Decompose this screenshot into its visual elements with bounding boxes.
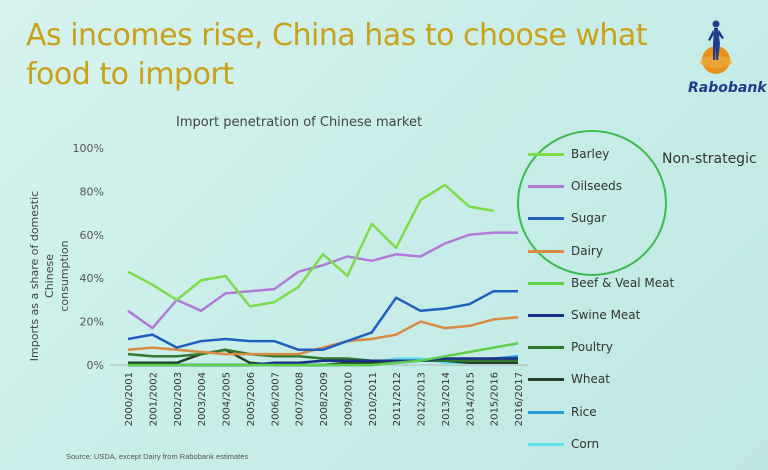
x-tick-label: 2008/2009 [319, 372, 330, 426]
x-tick-label: 2007/2008 [295, 372, 306, 426]
logo-text: Rabobank [688, 80, 767, 96]
series-line-barley [127, 183, 494, 308]
x-tick-label: 2001/2002 [148, 372, 159, 426]
x-tick-label: 2003/2004 [197, 372, 208, 426]
x-tick-label: 2012/2013 [417, 372, 428, 426]
y-tick-label: 80% [80, 185, 104, 198]
chart-title: Import penetration of Chinese market [176, 115, 423, 130]
series-line-poultry [127, 348, 518, 362]
x-tick-label: 2000/2001 [124, 372, 135, 426]
x-tick-label: 2014/2015 [465, 372, 476, 426]
series-line-oilseeds [127, 231, 518, 330]
source-note: Source: USDA, except Dairy from Rabobank… [66, 452, 249, 461]
x-tick-label: 2013/2014 [441, 372, 452, 426]
x-tick-label: 2002/2003 [173, 372, 184, 426]
x-tick-label: 2006/2007 [270, 372, 281, 426]
x-tick-label: 2009/2010 [343, 372, 354, 426]
non-strategic-label: Non-strategic [662, 151, 757, 167]
x-tick-label: 2010/2011 [368, 372, 379, 426]
x-tick-label: 2016/2017 [514, 372, 525, 426]
y-tick-label: 100% [73, 142, 104, 155]
x-tick-label: 2015/2016 [490, 372, 501, 426]
y-tick-label: 0% [87, 359, 104, 372]
x-tick-label: 2011/2012 [392, 372, 403, 426]
series-line-dairy [127, 316, 519, 356]
y-tick-label: 40% [80, 272, 104, 285]
x-tick-label: 2005/2006 [246, 372, 257, 426]
y-tick-label: 60% [80, 229, 104, 242]
series-line-sugar [127, 289, 518, 352]
slide-title: As incomes rise, China has to choose wha… [26, 18, 648, 92]
y-tick-label: 20% [80, 316, 104, 329]
rabobank-logo-icon [700, 20, 732, 74]
non-strategic-circle [517, 130, 667, 276]
series-line-beef-veal-meat [128, 342, 519, 367]
x-tick-label: 2004/2005 [222, 372, 233, 426]
